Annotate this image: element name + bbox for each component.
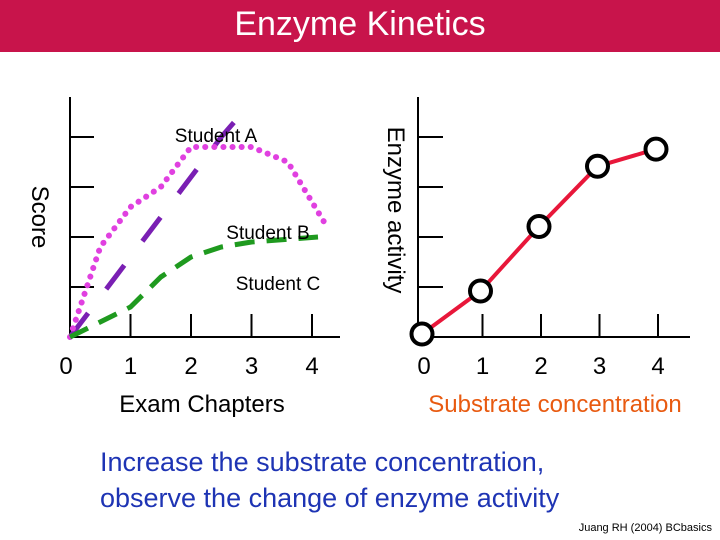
enzyme-x-tick-label: 4	[651, 353, 664, 380]
caption-line-1: Increase the substrate concentration,	[100, 447, 545, 477]
student-a-label: Student A	[175, 126, 258, 147]
enzyme-activity-chart: 0 1 2 3 4 Enzyme activity Substrate concentr…	[382, 97, 690, 418]
score-x-tick-label: 3	[245, 353, 258, 380]
enzyme-x-tick-label: 0	[417, 353, 430, 380]
enzyme-data-point	[409, 321, 435, 347]
student-series-line-3	[68, 234, 319, 340]
figure-canvas: 0 1 2 3 4 Score Exam Chapters Student A Stud…	[26, 97, 690, 418]
enzyme-data-point	[643, 136, 669, 162]
slide-title-bar: Enzyme Kinetics	[0, 0, 720, 52]
enzyme-data-point	[468, 278, 493, 304]
slide-title: Enzyme Kinetics	[234, 5, 486, 43]
score-x-tick-label: 1	[124, 353, 137, 380]
score-y-label: Score	[26, 186, 53, 249]
enzyme-x-tick-label: 1	[476, 353, 489, 380]
student-c-label: Student C	[236, 274, 321, 295]
student-series-line-1	[68, 100, 254, 339]
score-x-tick-label: 4	[305, 353, 318, 380]
enzyme-data-point	[585, 153, 610, 179]
enzyme-y-label: Enzyme activity	[382, 127, 409, 294]
caption-line-2: observe the change of enzyme activity	[100, 483, 560, 513]
score-x-tick-label: 0	[59, 353, 72, 380]
score-chart: 0 1 2 3 4 Score Exam Chapters Student A Stud…	[26, 97, 340, 418]
credit-text: Juang RH (2004) BCbasics	[578, 522, 712, 534]
substrate-x-label: Substrate concentration	[428, 391, 682, 418]
enzyme-x-tick-label: 3	[593, 353, 606, 380]
student-series-line-2	[67, 144, 328, 340]
score-x-label: Exam Chapters	[119, 391, 284, 418]
caption: Increase the substrate concentration, ob…	[100, 444, 700, 516]
enzyme-x-tick-label: 2	[534, 353, 547, 380]
student-b-label: Student B	[226, 223, 309, 244]
enzyme-activity-line	[420, 147, 657, 336]
enzyme-data-point	[526, 214, 552, 239]
score-x-tick-label: 2	[184, 353, 197, 380]
